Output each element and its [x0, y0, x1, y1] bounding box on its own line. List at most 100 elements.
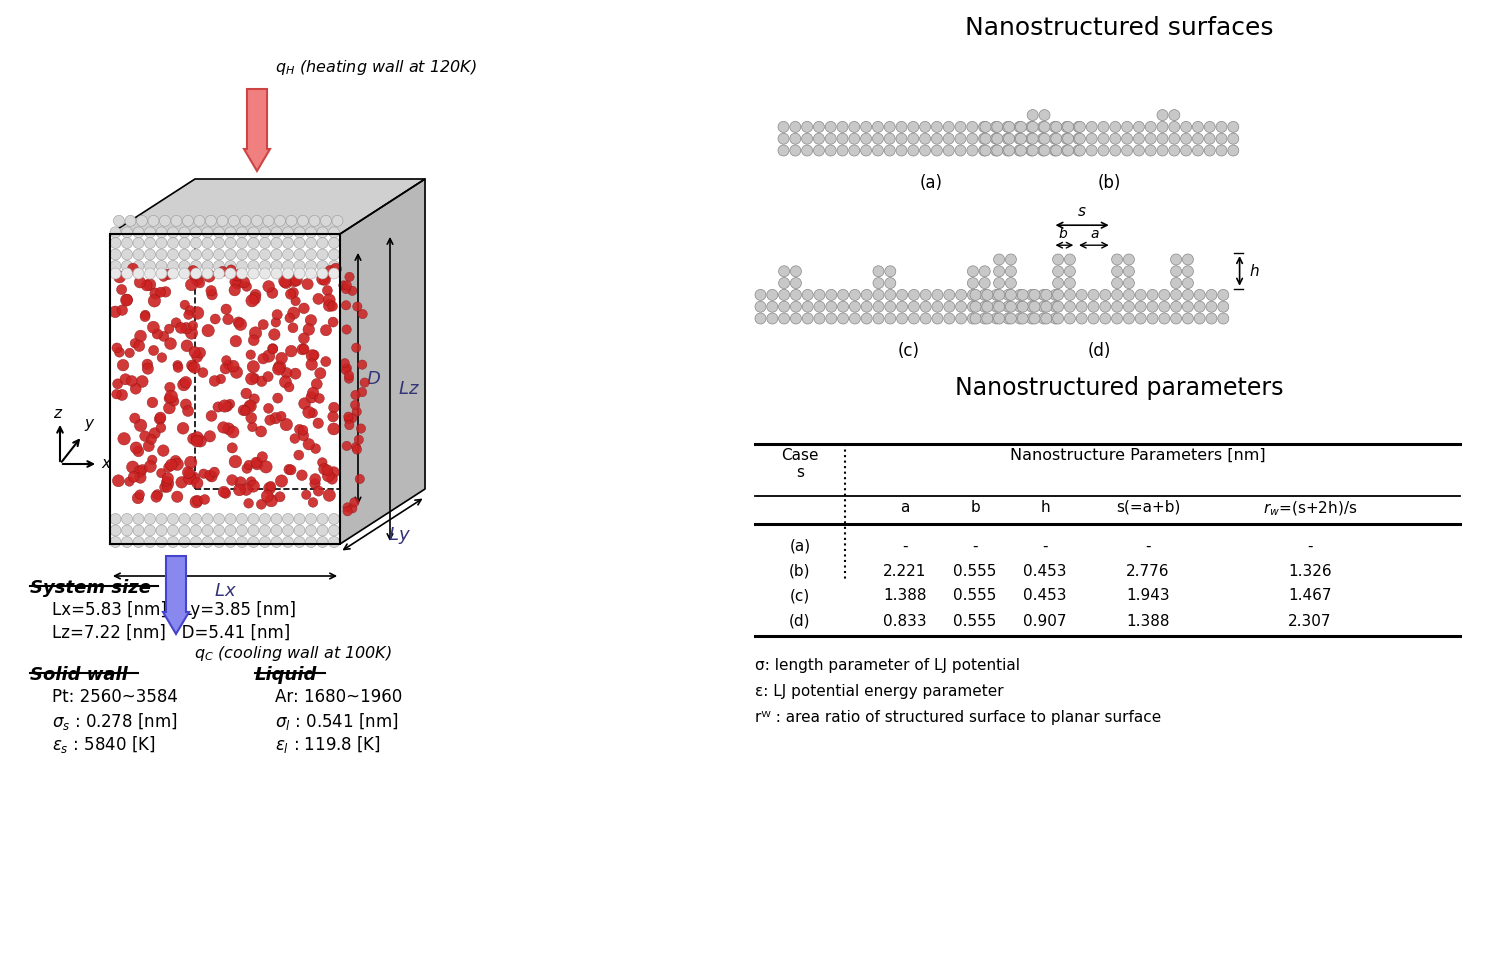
Circle shape [164, 324, 175, 333]
Text: $D$: $D$ [366, 370, 380, 388]
Circle shape [1006, 278, 1016, 288]
Text: $s$: $s$ [1077, 205, 1086, 219]
Circle shape [897, 289, 907, 300]
Circle shape [189, 347, 200, 357]
Circle shape [907, 122, 919, 132]
Circle shape [1182, 278, 1194, 288]
Circle shape [266, 481, 276, 491]
Circle shape [185, 279, 197, 291]
Circle shape [1206, 301, 1217, 313]
Circle shape [1086, 145, 1097, 156]
Circle shape [979, 145, 989, 156]
Circle shape [203, 270, 215, 282]
Circle shape [276, 411, 286, 421]
Circle shape [257, 452, 267, 462]
Circle shape [184, 472, 195, 485]
Circle shape [133, 260, 145, 272]
Circle shape [328, 238, 340, 248]
Circle shape [179, 537, 189, 547]
Circle shape [316, 249, 328, 260]
Circle shape [351, 442, 361, 452]
Circle shape [282, 227, 294, 238]
Circle shape [206, 471, 218, 482]
Circle shape [134, 471, 146, 483]
Circle shape [248, 238, 260, 248]
Circle shape [240, 215, 251, 226]
Circle shape [303, 438, 315, 450]
Circle shape [1171, 266, 1182, 277]
Circle shape [133, 249, 145, 260]
Circle shape [885, 145, 895, 156]
Circle shape [294, 537, 304, 547]
Circle shape [261, 490, 273, 503]
Circle shape [755, 301, 765, 313]
Circle shape [110, 537, 121, 547]
Circle shape [282, 513, 294, 525]
Circle shape [873, 122, 883, 132]
Circle shape [133, 446, 143, 457]
Circle shape [201, 238, 213, 248]
Circle shape [779, 313, 789, 324]
Circle shape [309, 350, 319, 360]
Circle shape [897, 133, 907, 144]
Circle shape [191, 537, 201, 547]
Circle shape [140, 310, 151, 319]
Circle shape [294, 450, 304, 460]
Text: Ar: 1680~1960: Ar: 1680~1960 [275, 688, 403, 706]
Text: -: - [1146, 539, 1150, 553]
Circle shape [1074, 133, 1085, 144]
Circle shape [1074, 122, 1085, 132]
Circle shape [1026, 110, 1038, 121]
Circle shape [943, 122, 955, 132]
Text: -: - [973, 539, 977, 553]
Circle shape [167, 513, 179, 525]
Circle shape [1216, 145, 1226, 156]
Circle shape [140, 431, 151, 441]
Circle shape [1088, 313, 1100, 324]
Circle shape [885, 266, 895, 277]
Circle shape [248, 513, 260, 525]
Circle shape [967, 278, 979, 288]
Circle shape [1194, 301, 1206, 313]
Text: Case
s: Case s [782, 448, 819, 480]
Circle shape [181, 340, 192, 352]
Circle shape [1088, 301, 1100, 313]
Text: Nanostructured surfaces: Nanostructured surfaces [965, 16, 1273, 40]
Circle shape [932, 301, 943, 313]
Circle shape [264, 415, 275, 426]
Circle shape [1159, 289, 1170, 300]
Circle shape [994, 313, 1004, 324]
Circle shape [260, 260, 270, 272]
Circle shape [172, 458, 184, 470]
Circle shape [1146, 133, 1156, 144]
Circle shape [328, 260, 340, 272]
Circle shape [225, 537, 236, 547]
Circle shape [149, 428, 160, 438]
Circle shape [110, 260, 121, 272]
Circle shape [1062, 145, 1074, 156]
Circle shape [225, 249, 236, 260]
Circle shape [191, 525, 201, 536]
Circle shape [115, 348, 124, 357]
Circle shape [164, 338, 176, 350]
Text: Lx=5.83 [nm]   Ly=3.85 [nm]: Lx=5.83 [nm] Ly=3.85 [nm] [52, 601, 295, 619]
Circle shape [242, 281, 252, 291]
Circle shape [955, 313, 967, 324]
Circle shape [967, 301, 979, 313]
Circle shape [155, 287, 166, 297]
Circle shape [1038, 289, 1049, 300]
Circle shape [919, 133, 931, 144]
Circle shape [1112, 313, 1122, 324]
Circle shape [1016, 133, 1026, 144]
Circle shape [779, 289, 789, 300]
Circle shape [225, 268, 236, 279]
Circle shape [980, 133, 991, 144]
Circle shape [837, 145, 847, 156]
Circle shape [282, 260, 294, 272]
Circle shape [319, 274, 331, 285]
Circle shape [342, 324, 351, 334]
Text: 1.388: 1.388 [1126, 614, 1170, 628]
Circle shape [191, 352, 203, 362]
Text: $h$: $h$ [1249, 263, 1259, 279]
Text: (b): (b) [1098, 174, 1122, 192]
